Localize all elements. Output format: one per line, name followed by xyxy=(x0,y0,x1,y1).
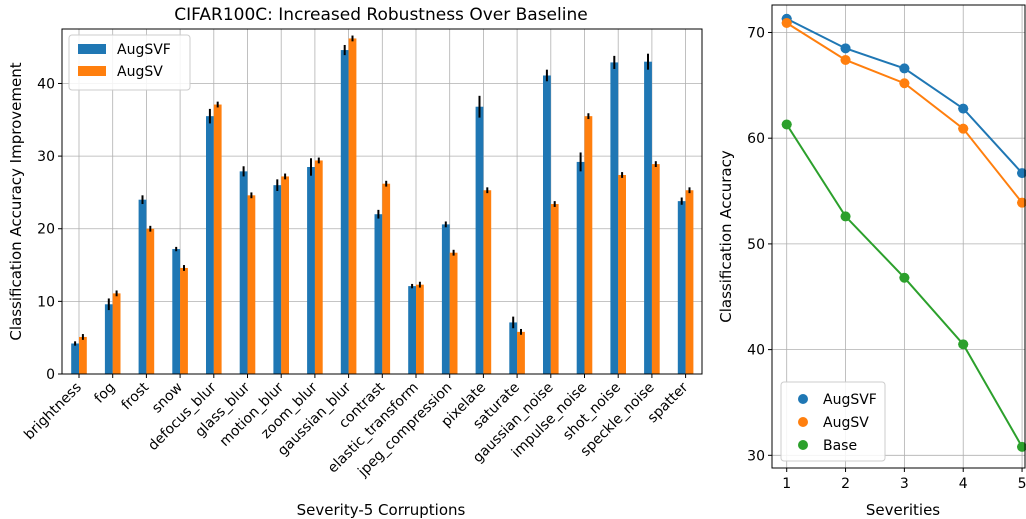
legend-label-augsv: AugSV xyxy=(117,64,163,80)
bar-augsvf xyxy=(239,171,248,374)
chart-title: CIFAR100C: Increased Robustness Over Bas… xyxy=(174,5,587,25)
x-axis-label: Severities xyxy=(866,501,940,519)
bar-augsvf xyxy=(374,214,383,374)
legend-swatch-augsvf xyxy=(78,44,106,54)
bar-augsv xyxy=(416,284,424,374)
bar-augsvf xyxy=(610,62,619,375)
x-tick-label: frost xyxy=(118,379,152,413)
bar-augsvf xyxy=(543,75,551,375)
bar-augsvf xyxy=(172,249,181,374)
x-tick-label: fog xyxy=(91,380,118,407)
bar-augsvf xyxy=(475,106,484,374)
bar-augsv xyxy=(281,176,289,374)
bar-augsv xyxy=(584,116,593,374)
y-tick-label: 10 xyxy=(37,294,55,310)
legend-label-augsv: AugSV xyxy=(823,415,869,431)
x-axis-ticks: 1 2 3 4 5 xyxy=(782,468,1026,492)
bar-augsv xyxy=(651,164,660,374)
x-axis-label: Severity-5 Corruptions xyxy=(297,501,466,519)
bar-augsv xyxy=(314,160,323,374)
bar-augsvf xyxy=(206,116,214,374)
bar-augsvf xyxy=(408,286,416,374)
y-axis-label: Classification Accuracy xyxy=(717,150,735,323)
legend-marker-augsvf xyxy=(798,394,808,404)
x-tick-label: 2 xyxy=(841,476,850,492)
error-bars xyxy=(74,35,691,346)
bar-augsvf xyxy=(576,161,585,374)
y-tick-label: 30 xyxy=(747,448,765,464)
bar-augsvf xyxy=(273,185,282,374)
bar-chart: CIFAR100C: Increased Robustness Over Bas… xyxy=(7,5,703,519)
y-tick-label: 50 xyxy=(747,237,765,253)
y-axis-label: Classification Accuracy Improvement xyxy=(7,62,25,340)
y-axis-ticks: 0 10 20 30 40 xyxy=(37,76,62,383)
y-tick-label: 70 xyxy=(747,25,765,41)
bar-augsv xyxy=(146,228,155,374)
y-tick-label: 20 xyxy=(37,222,55,238)
legend-label-base: Base xyxy=(823,438,857,454)
plot-frame xyxy=(61,28,703,375)
bar-augsvf xyxy=(509,322,518,374)
x-tick-label: brightness xyxy=(21,380,85,444)
bar-augsv xyxy=(247,195,256,374)
legend-marker-base xyxy=(798,440,808,450)
y-tick-label: 60 xyxy=(747,131,765,147)
bar-augsv xyxy=(618,174,626,374)
bar-augsvf xyxy=(307,167,315,374)
bar-augsv xyxy=(685,190,694,374)
y-tick-label: 0 xyxy=(46,367,55,383)
x-tick-label: 3 xyxy=(900,476,909,492)
x-axis-ticks: brightness fog frostsnowdefocus_blurglass_… xyxy=(21,374,692,481)
bar-augsv xyxy=(517,331,525,374)
legend-label-augsvf: AugSVF xyxy=(823,392,877,408)
legend-swatch-augsv xyxy=(78,66,106,76)
legend: AugSVF AugSV xyxy=(68,34,191,91)
bars xyxy=(71,38,694,375)
y-tick-label: 40 xyxy=(37,76,55,92)
y-tick-label: 40 xyxy=(747,343,765,359)
line-chart: 30 40 50 60 70 1 2 3 4 5 Classification Accuracy… xyxy=(717,4,1026,519)
bar-augsv xyxy=(483,190,492,374)
bar-augsv xyxy=(213,104,222,375)
series-points xyxy=(781,13,1026,452)
bar-augsvf xyxy=(644,61,652,375)
bar-augsv xyxy=(348,38,357,374)
bar-augsv xyxy=(79,336,87,374)
x-tick-label: 1 xyxy=(782,476,791,492)
bar-augsvf xyxy=(340,50,349,374)
legend-marker-augsv xyxy=(798,417,808,427)
bar-augsvf xyxy=(104,304,113,374)
bar-augsvf xyxy=(441,224,450,374)
x-tick-label: 4 xyxy=(959,476,968,492)
bar-augsv xyxy=(382,183,391,374)
bar-augsv xyxy=(112,293,121,374)
bar-augsvf xyxy=(71,343,79,374)
legend: AugSVF AugSV Base xyxy=(780,381,886,462)
plot-frame xyxy=(771,4,1026,469)
bar-augsv xyxy=(550,204,559,374)
y-axis-ticks: 30 40 50 60 70 xyxy=(747,25,772,464)
bar-augsv xyxy=(449,252,458,374)
y-tick-label: 30 xyxy=(37,149,55,165)
x-tick-label: 5 xyxy=(1018,476,1026,492)
legend-label-augsvf: AugSVF xyxy=(117,42,171,58)
bar-augsv xyxy=(180,267,188,374)
bar-augsvf xyxy=(677,201,686,374)
bar-augsvf xyxy=(138,199,147,374)
